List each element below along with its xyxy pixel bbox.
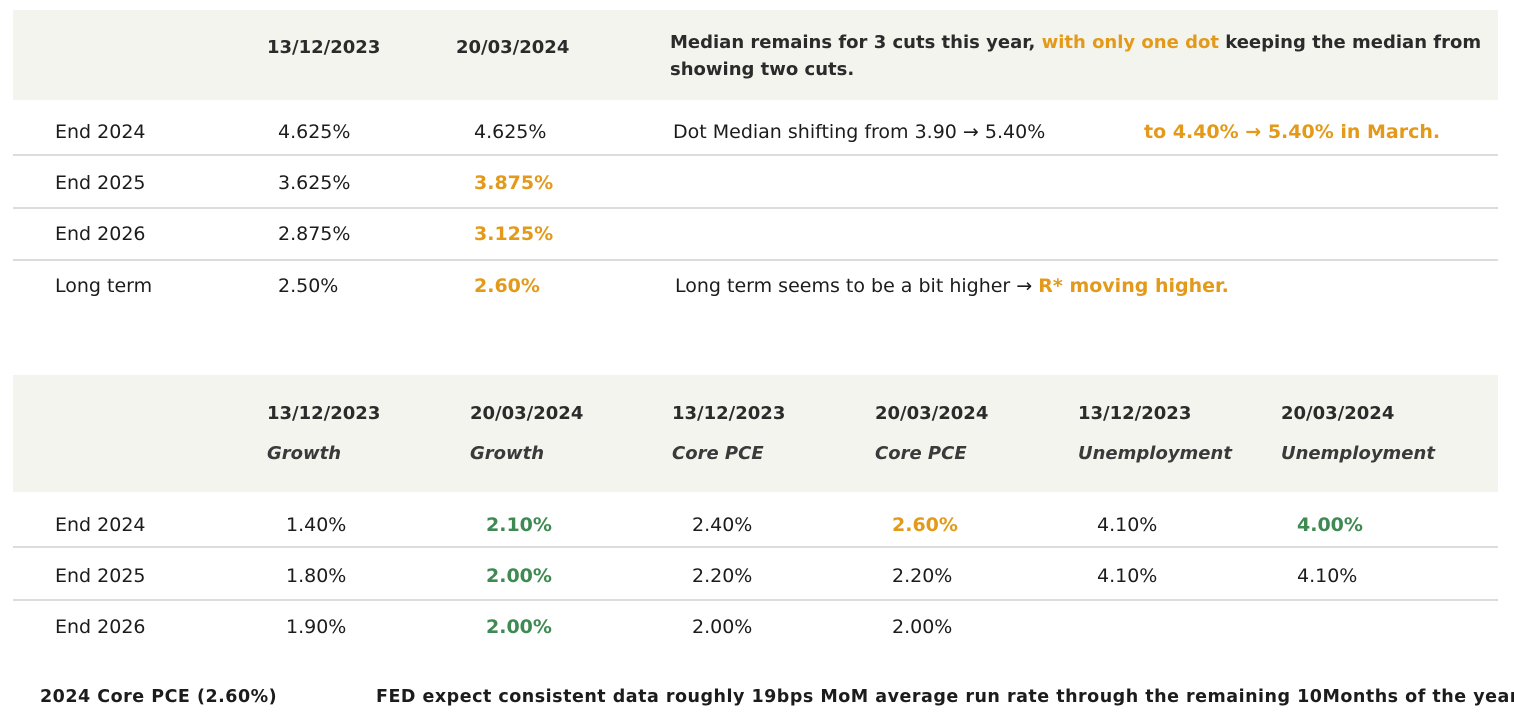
table2-cell: 1.90% [286,616,347,638]
table2-cell-highlight: 2.60% [892,514,958,536]
table2-cell: 2.00% [892,616,953,638]
table2-header-metric: Core PCE [875,443,967,464]
table2-row-label: End 2026 [55,616,146,638]
table1-row-label: Long term [55,275,153,297]
table2-cell-up: 2.00% [486,616,552,638]
table2-cell-up: 2.10% [486,514,552,536]
dot-median-comment: Dot Median shifting from 3.90 → 5.40% [673,121,1046,143]
table2-header-metric: Core PCE [672,443,764,464]
table2-cell: 2.20% [692,565,753,587]
table1-header-note: Median remains for 3 cuts this year, wit… [670,29,1481,83]
table2-cell-down: 4.00% [1297,514,1363,536]
table1-cell-highlight: 2.60% [474,275,540,297]
row-divider [13,154,1498,156]
table2-cell: 1.80% [286,565,347,587]
table2-header-band [13,375,1498,492]
table1-row-label: End 2024 [55,121,146,143]
table2-row-label: End 2025 [55,565,146,587]
row-divider [13,259,1498,261]
table1-header-band [13,10,1498,100]
table2-header-date: 20/03/2024 [875,403,989,424]
table1-header-date-2: 20/03/2024 [456,37,570,58]
table1-cell: 2.50% [278,275,339,297]
table1-cell: 4.625% [278,121,351,143]
row-divider [13,599,1498,601]
table1-cell: 4.625% [474,121,547,143]
table1-header-date-1: 13/12/2023 [267,37,381,58]
table2-header-metric: Growth [267,443,342,464]
note-highlight: with only one dot [1041,32,1219,53]
table2-header-metric: Growth [470,443,545,464]
dot-median-highlight: to 4.40% → 5.40% in March. [1144,121,1441,143]
long-term-comment: Long term seems to be a bit higher → R* … [675,275,1229,297]
note-text-3: showing two cuts. [670,59,855,80]
table2-cell: 2.20% [892,565,953,587]
table2-header-date: 20/03/2024 [470,403,584,424]
table2-cell: 4.10% [1097,514,1158,536]
table1-cell-highlight: 3.125% [474,223,554,245]
note-text-1: Median remains for 3 cuts this year, [670,32,1036,53]
table1-row-label: End 2025 [55,172,146,194]
long-term-comment-text: Long term seems to be a bit higher → [675,275,1033,297]
footer-core-pce: 2024 Core PCE (2.60%) [40,687,278,707]
table1-cell: 3.625% [278,172,351,194]
table1-row-label: End 2026 [55,223,146,245]
row-divider [13,207,1498,209]
table2-cell-up: 2.00% [486,565,552,587]
table2-header-date: 13/12/2023 [267,403,381,424]
table2-cell: 4.10% [1297,565,1358,587]
long-term-highlight: R* moving higher. [1038,275,1229,297]
table2-header-date: 20/03/2024 [1281,403,1395,424]
footer-fed-note: FED expect consistent data roughly 19bps… [376,687,1514,707]
table2-cell: 2.40% [692,514,753,536]
table1-cell: 2.875% [278,223,351,245]
table1-cell-highlight: 3.875% [474,172,554,194]
table2-header-metric: Unemployment [1281,443,1435,464]
table2-header-metric: Unemployment [1078,443,1232,464]
table2-header-date: 13/12/2023 [672,403,786,424]
row-divider [13,546,1498,548]
table2-row-label: End 2024 [55,514,146,536]
table2-cell: 2.00% [692,616,753,638]
table2-cell: 4.10% [1097,565,1158,587]
note-text-2: keeping the median from [1225,32,1482,53]
table2-header-date: 13/12/2023 [1078,403,1192,424]
table2-cell: 1.40% [286,514,347,536]
